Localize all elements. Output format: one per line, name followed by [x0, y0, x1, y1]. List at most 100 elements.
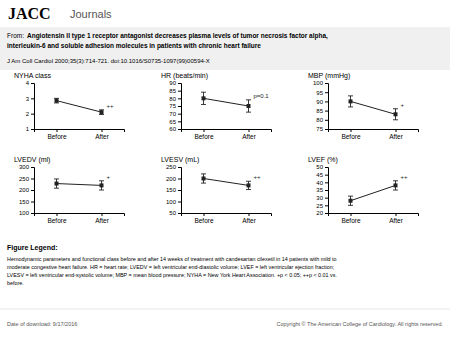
tick-label: 1 [26, 126, 30, 132]
figure-legend-text: before. [7, 280, 24, 286]
marker [202, 177, 206, 181]
footer-right: Copyright © The American College of Card… [277, 321, 444, 327]
panel-title: LVEF (%) [308, 156, 338, 164]
tick-label: After [95, 133, 110, 140]
tick-mark [31, 129, 34, 130]
tick: After [95, 129, 110, 140]
tick-label: Before [341, 217, 361, 224]
tick: 60 [169, 126, 181, 132]
error-bar-cap [201, 92, 206, 93]
tick-mark [396, 129, 397, 132]
tick-label: 95 [316, 90, 323, 96]
tick: Before [194, 213, 214, 224]
tick: 85 [169, 88, 181, 94]
tick-mark [178, 167, 181, 168]
x-axis: Before After [182, 213, 272, 224]
figure-legend: Figure Legend:Hemodynamic parameters and… [7, 244, 337, 286]
tick-label: After [242, 217, 257, 224]
figure-legend-text: moderate congestive heart failure. HR = … [7, 264, 335, 270]
tick-mark [325, 83, 328, 84]
tick: 250 [19, 176, 34, 182]
panel: LVEDV (ml)100150200250300BeforeAfter+ [14, 156, 125, 224]
tick-label: 4 [26, 80, 30, 86]
tick-mark [31, 114, 34, 115]
tick-label: 100 [166, 199, 177, 205]
error-bar-cap [246, 181, 251, 182]
tick: 90 [316, 99, 328, 105]
tick-label: 90 [316, 99, 323, 105]
tick-mark [178, 98, 181, 99]
tick-mark [178, 83, 181, 84]
tick-mark [178, 213, 181, 214]
panel: LVESV (mL)50100150200250BeforeAfter++ [161, 156, 272, 224]
error-bar-cap [201, 173, 206, 174]
footer: Date of download: 9/17/2016 Copyright © T… [0, 309, 450, 327]
tick-mark [325, 101, 328, 102]
line [204, 98, 249, 106]
tick-label: 100 [19, 210, 30, 216]
footer-left: Date of download: 9/17/2016 [7, 321, 77, 327]
tick: 250 [166, 164, 181, 170]
panel-title: MBP (mmHg) [308, 72, 350, 80]
y-axis: 1234 [26, 80, 35, 132]
error-bar [54, 179, 59, 188]
tick-mark [178, 202, 181, 203]
tick-label: 65 [169, 119, 176, 125]
tick-label: 150 [19, 199, 30, 205]
tick: 200 [166, 176, 181, 182]
tick-mark [325, 205, 328, 206]
tick-mark [31, 167, 34, 168]
tick-label: 25 [316, 203, 323, 209]
tick-label: Before [341, 133, 361, 140]
tick-mark [31, 190, 34, 191]
error-bar [99, 181, 104, 190]
x-axis: BeforeAfter [35, 213, 125, 224]
tick: 100 [313, 80, 328, 86]
citation-title: Angiotensin II type 1 receptor antagonis… [27, 32, 328, 40]
marks [54, 98, 104, 114]
tick-label: 50 [169, 210, 176, 216]
page: JACCJournalsFrom:Angiotensin II type 1 r… [0, 0, 450, 338]
tick: 95 [316, 90, 328, 96]
tick: Before [47, 213, 67, 224]
tick-label: 100 [313, 80, 324, 86]
tick-mark [102, 129, 103, 132]
tick: 75 [316, 126, 328, 132]
tick-mark [178, 179, 181, 180]
tick: 50 [316, 164, 328, 170]
panel-title: NYHA class [14, 72, 51, 79]
tick-mark [249, 213, 250, 216]
annotation: ++ [401, 174, 409, 180]
panel: HR (beats/min)60657075808590BeforeAfterp… [161, 72, 272, 140]
tick-mark [57, 129, 58, 132]
tick-mark [31, 213, 34, 214]
y-axis: 20253035404550 [316, 164, 328, 216]
error-bar [246, 100, 251, 112]
tick-label: 75 [316, 126, 323, 132]
tick: 65 [169, 119, 181, 125]
tick-label: 75 [169, 103, 176, 109]
tick: After [242, 129, 257, 140]
tick-mark [325, 198, 328, 199]
error-bar-cap [348, 95, 353, 96]
line [57, 101, 102, 113]
tick-label: 35 [316, 187, 323, 193]
tick: 4 [26, 80, 34, 86]
citation-band [0, 28, 450, 70]
axis-line [31, 84, 35, 130]
tick: 85 [316, 108, 328, 114]
tick: 300 [19, 164, 34, 170]
tick-label: 150 [166, 187, 177, 193]
error-bar-cap [348, 106, 353, 107]
citation: From:Angiotensin II type 1 receptor anta… [0, 28, 450, 70]
tick-label: Before [194, 217, 214, 224]
annotation: + [401, 102, 405, 108]
annotation: ++ [254, 174, 262, 180]
tick-label: 30 [316, 195, 323, 201]
tick-label: 60 [169, 126, 176, 132]
tick-mark [57, 213, 58, 216]
y-axis: 100 150 200 250 300 [19, 164, 35, 216]
error-bar-cap [393, 190, 398, 191]
tick: 200 [19, 187, 34, 193]
marker [394, 112, 398, 116]
